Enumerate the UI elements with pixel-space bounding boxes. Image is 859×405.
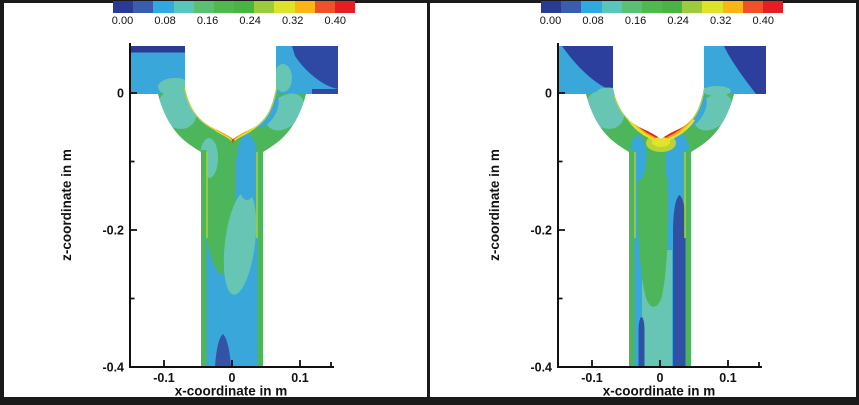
colorbar-band <box>561 1 582 13</box>
colorbar-band <box>113 1 134 13</box>
region-navy-streak-right <box>673 195 686 367</box>
region-navy-arm-right <box>724 46 766 94</box>
colorbar-tick-label: 0.32 <box>709 15 732 27</box>
region-yellow-pocket <box>652 137 670 147</box>
wall-strip-right <box>257 150 263 367</box>
colorbar-band <box>601 1 622 13</box>
colorbar-tick-label: 0.40 <box>752 15 774 27</box>
wall-lime-lines <box>634 152 686 238</box>
colorbar-tick-label: 0.00 <box>539 15 562 27</box>
colorbar-band <box>294 1 315 13</box>
y-axis-title: z-coordinate in m <box>59 149 74 261</box>
region-navy-arm-right <box>292 46 338 89</box>
colorbar-band <box>581 1 602 13</box>
colorbar-band <box>133 1 154 13</box>
contour-field-right <box>558 46 766 367</box>
colorbar-band <box>621 1 642 13</box>
wall-strip-right <box>685 150 691 367</box>
colorbar-tick-label: 0.40 <box>324 15 346 27</box>
x-tick-label: 0.1 <box>719 371 736 385</box>
x-tick-label: 0.1 <box>291 371 308 385</box>
colorbar-band <box>314 1 335 13</box>
region-navy-bottom-plume <box>215 334 231 367</box>
region-navy-arm-left <box>562 46 613 91</box>
contour-field-left <box>130 46 338 367</box>
colorbar-tick-label: 0.08 <box>154 15 176 27</box>
colorbar-tick-label: 0.32 <box>281 15 304 27</box>
axes-left <box>129 43 334 368</box>
colorbar-band <box>334 1 356 13</box>
region-turquoise-arm-left <box>158 78 192 96</box>
axis-ticks-right <box>558 92 760 367</box>
x-axis-title: x-coordinate in m <box>603 384 716 399</box>
colorbar-band <box>762 1 784 13</box>
region-turquoise-arm-left <box>597 87 619 97</box>
region-turquoise-channel-wedge <box>223 191 257 295</box>
colorbar-band <box>254 1 275 13</box>
x-tick-label: -0.1 <box>153 371 175 385</box>
colorbar-band <box>234 1 255 13</box>
wall-lime-lines <box>206 152 258 238</box>
axis-ticks-left <box>130 92 332 367</box>
x-tick-label: 0 <box>657 371 664 385</box>
x-tick-label: -0.1 <box>581 371 603 385</box>
wall-strip-left <box>629 150 635 367</box>
region-navy-arm-left-top <box>130 46 185 53</box>
region-blue-blob <box>236 134 258 200</box>
colorbar-tick-label: 0.24 <box>667 15 689 27</box>
colorbar-tick-label: 0.16 <box>624 15 647 27</box>
colorbar-band <box>682 1 703 13</box>
colorbar-band <box>193 1 214 13</box>
colorbar-tick-label: 0.08 <box>582 15 604 27</box>
colorbar-band <box>213 1 235 13</box>
colorbar-labels-left: 0.00 0.08 0.16 0.24 0.32 0.40 <box>111 15 355 28</box>
wall-strip-left <box>201 150 207 367</box>
y-tick-label: -0.4 <box>102 361 124 375</box>
x-axis-title: x-coordinate in m <box>175 384 288 399</box>
colorbar-band <box>173 1 194 13</box>
region-turquoise-arm-right <box>274 64 292 92</box>
y-tick-label: -0.2 <box>102 224 124 238</box>
y-axis-title: z-coordinate in m <box>487 149 502 261</box>
axes-right <box>557 43 762 368</box>
colorbar-tick-label: 0.16 <box>196 15 219 27</box>
y-tick-label: 0 <box>545 87 552 101</box>
region-turquoise-arm-right <box>703 86 731 96</box>
region-navy-arm-right-bottom <box>312 89 338 94</box>
y-tick-label: -0.2 <box>530 224 552 238</box>
plot-right: 0 -0.2 -0.4 -0.1 0 0.1 x-coordinate in m… <box>487 43 766 399</box>
colorbar-band <box>742 1 763 13</box>
colorbar-tick-label: 0.24 <box>239 15 261 27</box>
colorbar-band <box>722 1 743 13</box>
region-green-centre-column <box>636 152 669 307</box>
colorbar-right <box>541 1 784 13</box>
y-tick-label: 0 <box>117 87 124 101</box>
colorbar-band <box>662 1 683 13</box>
frame-border-left <box>0 0 4 405</box>
colorbar-tick-label: 0.00 <box>111 15 134 27</box>
x-tick-label: 0 <box>229 371 236 385</box>
colorbar-labels-right: 0.00 0.08 0.16 0.24 0.32 0.40 <box>539 15 783 28</box>
colorbar-band <box>541 1 562 13</box>
frame-border-right <box>856 0 859 405</box>
plot-left: 0 -0.2 -0.4 -0.1 0 0.1 x-coordinate in m… <box>59 43 338 399</box>
panel-divider <box>427 0 430 405</box>
y-tick-label: -0.4 <box>530 361 552 375</box>
region-navy-streak-left <box>638 317 645 367</box>
colorbar-left <box>113 1 356 13</box>
colorbar-band <box>274 1 295 13</box>
colorbar-band <box>153 1 174 13</box>
colorbar-band <box>702 1 723 13</box>
colorbar-band <box>641 1 663 13</box>
